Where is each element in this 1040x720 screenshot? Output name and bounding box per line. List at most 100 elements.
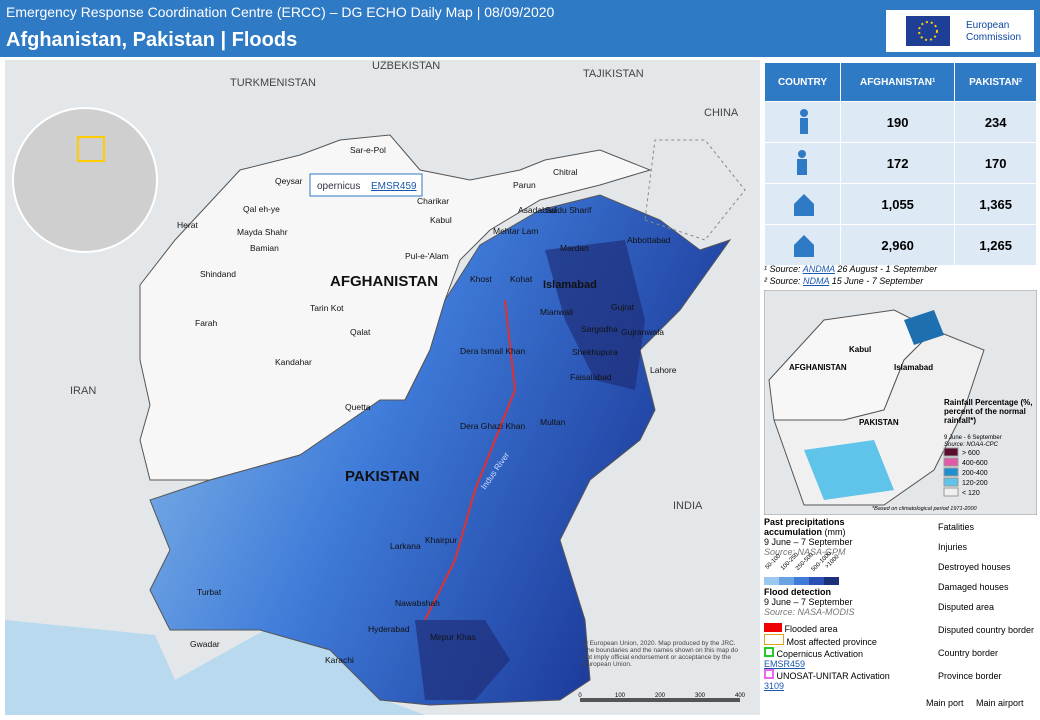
cell: 234 (954, 101, 1037, 143)
impact-table: COUNTRY AFGHANISTAN¹ PAKISTAN² 190 234 172 1… (764, 62, 1037, 266)
place-label: Shekhupura (572, 347, 618, 357)
legend-item: Damaged houses (938, 582, 1009, 592)
map-note: © European Union, 2020. Map produced by … (583, 640, 739, 668)
source-text: ¹ Source: (764, 264, 803, 274)
copernicus-box: opernicus EMSR459 (309, 173, 423, 197)
legend-link[interactable]: EMSR459 (764, 659, 806, 669)
place-label: Karachi (325, 655, 354, 665)
scale-label: 0 (578, 693, 582, 699)
place-label: Charikar (417, 196, 449, 206)
source-text: 26 August - 1 September (834, 264, 938, 274)
icon-destroyed (794, 193, 815, 216)
legend-link[interactable]: 3109 (764, 681, 785, 691)
place-label: Qalat (350, 327, 371, 337)
copernicus-code[interactable]: EMSR459 (371, 181, 417, 192)
legend-label: 120-200 (962, 480, 988, 487)
header: Emergency Response Coordination Centre (… (0, 0, 1040, 57)
source: ¹ Source: ANDMA 26 August - 1 September (764, 264, 937, 274)
legend-period: 9 June – 7 September (764, 597, 853, 607)
place-label: Sar-e-Pol (350, 145, 386, 155)
source-text: ² Source: (764, 276, 804, 286)
cell: 1,265 (954, 224, 1037, 266)
inset-label: PAKISTAN (859, 418, 899, 427)
cell: 172 (839, 142, 956, 184)
legend-swatch (779, 577, 794, 585)
legend-item: Fatalities (938, 522, 975, 532)
header-title: Afghanistan, Pakistan | Floods (6, 29, 298, 51)
country-label: TAJIKISTAN (583, 68, 644, 80)
place-label: Mirpur Khas (430, 632, 476, 642)
place-label: Gwadar (190, 639, 220, 649)
legend-unit: (mm) (824, 527, 846, 537)
inset-label: AFGHANISTAN (789, 363, 847, 372)
source-link[interactable]: ANDMA (802, 264, 835, 274)
logo: European Commission (886, 10, 1034, 52)
place-label: Mianwali (540, 307, 573, 317)
place-label: Shindand (200, 269, 236, 279)
scale-label: 400 (735, 693, 746, 699)
legend-item: Disputed country border (938, 625, 1035, 635)
country-label: INDIA (673, 500, 703, 512)
place-label: Gujranwala (621, 327, 664, 337)
legend-swatch (943, 447, 959, 457)
inset-label: Islamabad (894, 363, 933, 372)
legend-label: 400-600 (962, 460, 988, 467)
copernicus-logo: opernicus (317, 181, 360, 192)
scale-label: 100 (615, 693, 626, 699)
inset-label: Kabul (849, 345, 871, 354)
logo-text: Commission (966, 32, 1022, 43)
place-label: Tarin Kot (310, 303, 344, 313)
legend-item: Injuries (938, 542, 968, 552)
legend-item: Country border (938, 648, 999, 658)
scale-label: 200 (655, 693, 666, 699)
place-label: Kohat (510, 274, 533, 284)
scale-label: 300 (695, 693, 706, 699)
source-link[interactable]: NDMA (803, 276, 830, 286)
place-label: Khost (470, 274, 492, 284)
inset-title: Rainfall Percentage (%, percent of the n… (944, 398, 1033, 425)
inset-source: Source: NOAA-CPC (944, 442, 999, 448)
place-label: Multan (540, 417, 566, 427)
legend-item: Most affected province (786, 637, 877, 647)
place-label: Mehtar Lam (493, 226, 538, 236)
cell: 2,960 (839, 224, 956, 266)
place-label: Parun (513, 180, 536, 190)
place-label: Dera Ismail Khan (460, 346, 525, 356)
legend-label: > 600 (962, 450, 980, 457)
legend-swatch (943, 487, 959, 497)
legend-source: Source: NASA-GPM (764, 547, 846, 557)
place-label: Faisalabad (570, 372, 612, 382)
country-label: AFGHANISTAN (330, 273, 438, 290)
place-label: Kabul (430, 215, 452, 225)
place-label: Mardan (560, 243, 589, 253)
main-map: opernicus EMSR459 © European Union, 2020… (5, 60, 760, 715)
legend-label: 200-400 (962, 470, 988, 477)
country-label: CHINA (704, 107, 739, 119)
legend-item: Main airport (976, 698, 1024, 708)
column-header: PAKISTAN² (954, 62, 1037, 102)
precip-legend: Past precipitations accumulation (mm) 9 … (764, 517, 904, 691)
cell: 170 (954, 142, 1037, 184)
legend-item: Copernicus Activation (776, 649, 864, 659)
place-label: Sargodha (581, 324, 618, 334)
country-label: UZBEKISTAN (372, 60, 440, 72)
place-label: Quetta (345, 402, 371, 412)
legend-item: UNOSAT-UNITAR Activation (776, 671, 890, 681)
inset-footnote: *Based on climatological period 1971-200… (872, 506, 978, 512)
legend-swatch (824, 577, 839, 585)
eu-flag (906, 16, 950, 46)
legend-swatch (809, 577, 824, 585)
place-label: Qal eh-ye (243, 204, 280, 214)
country-label: PAKISTAN (345, 468, 419, 485)
place-label: Asadabad (518, 205, 557, 215)
place-label: Khairpur (425, 535, 457, 545)
legend-swatch (943, 477, 959, 487)
legend-label: < 120 (962, 490, 980, 497)
place-label: Lahore (650, 365, 677, 375)
legend-swatch (943, 467, 959, 477)
place-label: Pul-e-'Alam (405, 251, 449, 261)
legend-swatch (764, 577, 779, 585)
place-label: Chitral (553, 167, 578, 177)
